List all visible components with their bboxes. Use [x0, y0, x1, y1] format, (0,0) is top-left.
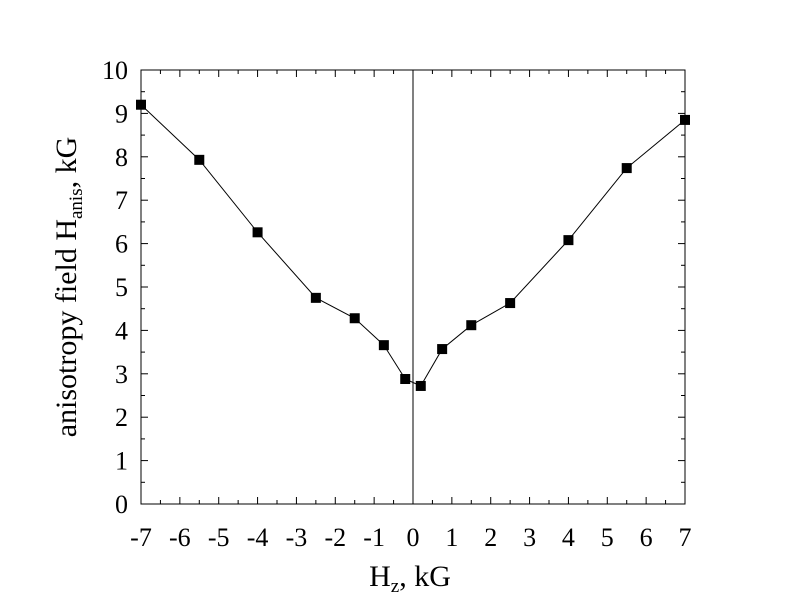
x-tick-label: 7	[679, 523, 692, 552]
y-tick-label: 1	[115, 447, 128, 476]
y-tick-label: 9	[115, 99, 128, 128]
x-tick-label: 6	[640, 523, 653, 552]
x-tick-label: 3	[523, 523, 536, 552]
data-point	[310, 292, 321, 303]
data-point	[505, 298, 516, 309]
x-tick-label: 4	[562, 523, 575, 552]
x-tick-label: 1	[445, 523, 458, 552]
y-tick-label: 3	[115, 360, 128, 389]
data-point	[415, 380, 426, 391]
y-axis-title: anisotropy field Hanis, kG	[50, 137, 87, 438]
y-tick-label: 10	[102, 56, 128, 85]
data-point	[349, 313, 360, 324]
x-tick-label: -2	[324, 523, 346, 552]
y-axis-title-main: anisotropy field H	[50, 219, 83, 437]
x-axis-title-main: H	[369, 560, 391, 593]
x-tick-label: -4	[247, 523, 269, 552]
x-tick-label: 0	[407, 523, 420, 552]
data-point	[136, 99, 146, 110]
x-axis-title-rest: , kG	[399, 560, 451, 593]
x-axis-title: Hz, kG	[369, 560, 451, 597]
x-tick-label: 5	[601, 523, 614, 552]
data-point	[621, 163, 632, 174]
data-point	[437, 344, 448, 355]
data-point	[563, 235, 574, 246]
y-tick-label: 8	[115, 143, 128, 172]
data-markers	[136, 99, 690, 391]
x-axis-title-sub: z	[391, 576, 399, 597]
x-tick-label: 2	[484, 523, 497, 552]
y-tick-label: 5	[115, 273, 128, 302]
y-tick-label: 7	[115, 186, 128, 215]
x-tick-labels: -7 -6 -5 -4 -3 -2 -1 0 1 2 3 4 5 6 7	[130, 523, 691, 552]
data-point	[466, 320, 477, 331]
data-point	[680, 114, 690, 125]
y-tick-label: 6	[115, 230, 128, 259]
y-axis-title-sub: anis	[66, 188, 87, 219]
x-tick-label: -1	[363, 523, 385, 552]
y-axis-title-rest: , kG	[50, 137, 83, 189]
x-tick-label: -7	[130, 523, 152, 552]
y-tick-label: 2	[115, 403, 128, 432]
data-point	[400, 374, 411, 385]
y-tick-label: 0	[115, 490, 128, 519]
x-tick-label: -5	[208, 523, 230, 552]
data-point	[378, 340, 389, 351]
tick-marks	[140, 69, 686, 505]
x-tick-label: -3	[286, 523, 308, 552]
data-point	[252, 227, 263, 238]
y-tick-label: 4	[115, 316, 128, 345]
y-tick-labels: 0 1 2 3 4 5 6 7 8 9 10	[102, 56, 128, 519]
series-line	[140, 104, 686, 387]
data-point	[194, 154, 205, 165]
x-tick-label: -6	[169, 523, 191, 552]
